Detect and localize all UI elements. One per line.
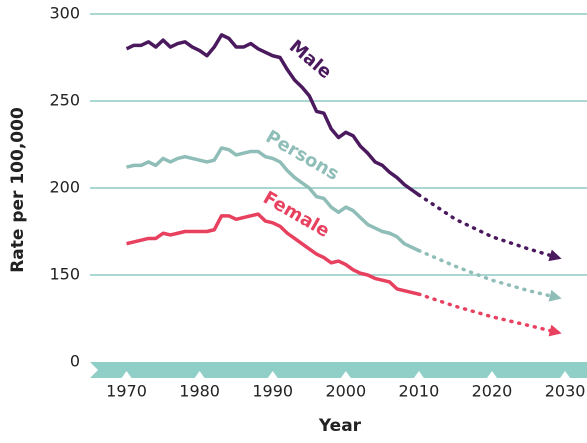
x-tick-mark bbox=[560, 371, 571, 378]
x-tick-mark bbox=[486, 371, 497, 378]
x-tick-label: 1980 bbox=[179, 382, 220, 401]
arrowhead bbox=[548, 249, 562, 262]
y-tick-label: 150 bbox=[49, 265, 80, 284]
y-tick-label: 0 bbox=[70, 352, 80, 371]
x-tick-label: 1990 bbox=[252, 382, 293, 401]
axis-break bbox=[90, 362, 98, 378]
projection-line bbox=[417, 292, 560, 335]
x-tick-label: 2000 bbox=[325, 382, 366, 401]
x-tick-label: 2010 bbox=[399, 382, 440, 401]
y-tick-label: 300 bbox=[49, 4, 80, 23]
series-label: Female bbox=[259, 187, 333, 242]
x-tick-mark bbox=[413, 371, 424, 378]
series-line bbox=[126, 146, 420, 253]
x-tick-mark bbox=[194, 371, 205, 378]
x-tick-mark bbox=[340, 371, 351, 378]
projection-line bbox=[417, 248, 560, 300]
x-tick-label: 1970 bbox=[106, 382, 147, 401]
projection-line bbox=[417, 193, 560, 260]
x-axis-title: Year bbox=[318, 416, 362, 436]
y-tick-label: 250 bbox=[49, 91, 80, 110]
series-line bbox=[125, 33, 420, 197]
series-label: Persons bbox=[262, 126, 343, 185]
x-tick-mark bbox=[121, 371, 132, 378]
arrowhead bbox=[548, 289, 562, 302]
y-tick-label: 200 bbox=[49, 178, 80, 197]
y-axis-title: Rate per 100,000 bbox=[8, 107, 28, 273]
x-axis-band bbox=[90, 362, 587, 378]
series-line bbox=[126, 212, 420, 296]
x-tick-label: 2030 bbox=[545, 382, 586, 401]
arrowhead bbox=[548, 324, 562, 337]
x-tick-label: 2020 bbox=[472, 382, 513, 401]
x-tick-mark bbox=[267, 371, 278, 378]
